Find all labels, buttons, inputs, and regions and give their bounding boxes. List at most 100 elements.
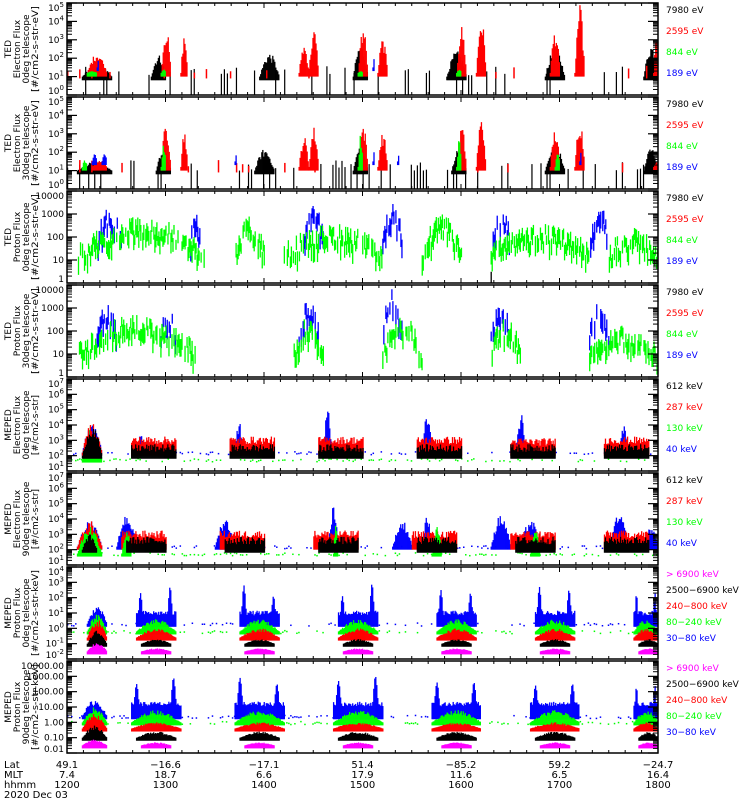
data-point <box>611 623 614 626</box>
data-bar <box>621 66 624 95</box>
data-bar <box>563 612 565 627</box>
data-point <box>225 631 228 633</box>
data-bar <box>93 164 95 171</box>
data-bar <box>529 541 531 553</box>
data-point <box>316 460 318 463</box>
data-bar <box>436 228 438 244</box>
data-bar <box>105 71 108 77</box>
data-bar <box>544 224 547 235</box>
data-bar <box>360 621 363 635</box>
data-bar <box>460 247 463 258</box>
data-bar <box>254 231 256 247</box>
data-point <box>255 460 258 463</box>
data-bar <box>155 170 157 175</box>
data-bar <box>251 614 253 627</box>
data-bar <box>606 541 609 553</box>
data-bar <box>123 233 125 244</box>
data-bar <box>634 334 636 355</box>
data-bar <box>261 251 263 269</box>
data-bar <box>166 624 168 635</box>
data-bar <box>93 543 96 553</box>
data-bar <box>553 227 556 238</box>
data-bar <box>82 167 85 175</box>
data-bar <box>402 524 404 550</box>
data-bar <box>350 228 352 244</box>
data-bar <box>247 612 249 627</box>
data-bar <box>166 614 168 627</box>
data-bar <box>592 223 594 244</box>
data-bar <box>265 437 268 456</box>
data-bar <box>593 232 595 251</box>
data-bar <box>563 244 566 261</box>
data-bar <box>102 63 105 77</box>
data-point <box>197 458 200 461</box>
data-bar <box>632 234 635 250</box>
data-bar <box>302 321 304 342</box>
data-bar <box>84 72 87 81</box>
data-bar <box>93 345 96 360</box>
data-bar <box>97 162 99 171</box>
data-bar <box>560 65 563 81</box>
data-bar <box>422 449 425 459</box>
data-bar <box>340 437 342 456</box>
data-bar <box>386 214 388 233</box>
data-point <box>555 451 557 454</box>
data-bar <box>259 623 261 635</box>
data-bar <box>283 246 285 264</box>
data-bar <box>599 214 601 234</box>
data-bar <box>356 444 358 459</box>
data-bar <box>170 232 172 254</box>
data-bar <box>161 228 163 242</box>
legend-entry: 7980 eV <box>666 100 704 110</box>
data-bar <box>346 543 348 553</box>
data-bar <box>298 342 300 363</box>
data-bar <box>577 28 579 77</box>
data-bar <box>310 243 313 262</box>
data-point <box>103 460 105 463</box>
data-point <box>589 624 592 626</box>
data-bar <box>169 627 171 635</box>
data-bar <box>642 164 645 189</box>
data-bar <box>140 450 142 459</box>
data-bar <box>116 546 118 550</box>
data-bar <box>449 614 451 627</box>
data-point <box>593 630 596 633</box>
data-point <box>193 546 196 549</box>
data-bar <box>167 145 169 171</box>
data-bar <box>81 166 84 171</box>
y-axis-label-line: MEPED <box>4 503 14 535</box>
y-tick-label: 106 <box>48 387 64 400</box>
data-bar <box>639 341 641 356</box>
data-bar <box>639 611 641 627</box>
data-bar <box>310 213 312 233</box>
data-bar <box>268 612 270 627</box>
y-axis-label-line: 0deg telescope <box>22 202 32 272</box>
data-bar <box>110 231 112 249</box>
data-bar <box>652 150 654 175</box>
data-bar <box>260 233 262 250</box>
data-bar <box>507 241 509 252</box>
data-bar <box>430 542 433 553</box>
data-bar <box>552 614 555 627</box>
data-bar <box>440 440 443 456</box>
data-bar <box>357 152 359 175</box>
data-bar <box>90 332 93 353</box>
data-bar <box>383 230 385 243</box>
data-bar <box>234 161 236 166</box>
data-bar <box>634 610 636 627</box>
data-bar <box>324 540 326 553</box>
data-bar <box>162 236 164 247</box>
data-bar <box>465 168 467 175</box>
data-bar <box>296 251 299 272</box>
data-bar <box>492 540 494 550</box>
data-bar <box>557 48 559 77</box>
data-point <box>115 458 117 460</box>
data-bar <box>561 65 564 81</box>
data-bar <box>558 62 560 77</box>
data-bar <box>639 437 641 456</box>
data-bar <box>139 628 142 635</box>
data-bar <box>257 538 260 553</box>
data-bar <box>325 441 327 456</box>
data-bar <box>216 538 219 550</box>
